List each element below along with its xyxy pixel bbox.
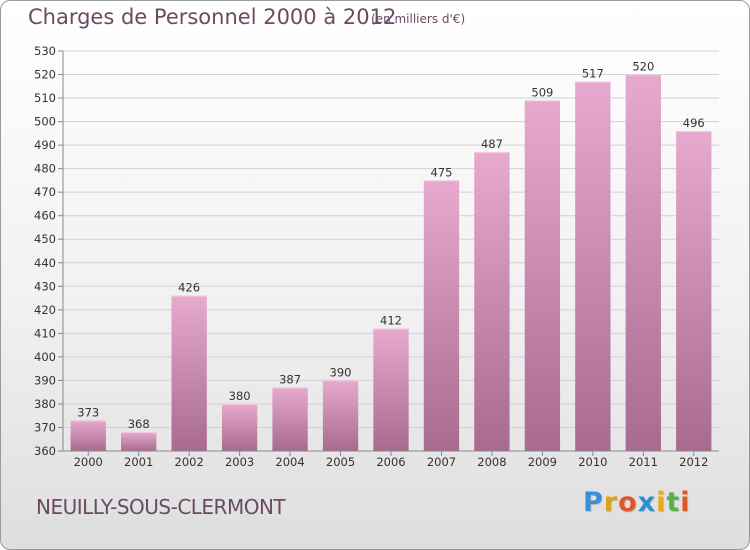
x-axis: 2000 2001 2002 2003 2004 2005 2006 2007 2008 2009…	[63, 450, 719, 469]
x-tick-label: 2010	[578, 455, 607, 469]
value-label: 475	[430, 165, 452, 179]
x-tick-label: 2001	[124, 455, 153, 469]
value-label: 368	[128, 417, 150, 431]
value-label: 517	[582, 67, 604, 81]
y-tick-label: 520	[34, 68, 56, 82]
value-label: 496	[683, 116, 705, 130]
logo-letter: i	[680, 487, 691, 518]
bar	[221, 403, 258, 451]
bar	[625, 74, 661, 451]
x-tick-label: 2003	[225, 455, 254, 469]
y-tick-label: 460	[34, 209, 56, 223]
logo-letter: o	[618, 487, 638, 518]
value-label: 412	[380, 314, 402, 328]
x-tick-label: 2000	[74, 455, 103, 469]
bar	[575, 81, 611, 452]
x-tick-label: 2012	[679, 455, 708, 469]
y-tick-label: 470	[34, 185, 56, 199]
y-tick-label: 400	[34, 350, 56, 364]
y-tick-label: 440	[34, 256, 56, 270]
x-tick-label: 2009	[528, 455, 557, 469]
bar	[121, 432, 157, 451]
y-tick-label: 360	[34, 444, 56, 458]
x-tick-label: 2007	[427, 455, 456, 469]
x-tick-label: 2004	[275, 455, 304, 469]
y-tick-label: 390	[34, 373, 56, 387]
logo-letter: t	[666, 487, 681, 518]
bar	[423, 180, 460, 452]
bars: 373 368 426 380 387 390 412 475 487 509 517 520 496	[70, 60, 712, 452]
value-label: 487	[481, 137, 503, 151]
bar	[322, 380, 359, 451]
bar	[524, 100, 561, 451]
value-label: 373	[77, 405, 99, 419]
x-tick-label: 2006	[376, 455, 405, 469]
town-name: NEUILLY-SOUS-CLERMONT	[36, 495, 286, 519]
x-tick-label: 2008	[477, 455, 506, 469]
y-tick-label: 410	[34, 326, 56, 340]
y-tick-label: 490	[34, 138, 56, 152]
y-tick-label: 420	[34, 303, 56, 317]
value-label: 387	[279, 372, 301, 386]
value-label: 520	[632, 60, 654, 74]
proxiti-logo[interactable]: Proxiti	[583, 487, 691, 518]
logo-letter: i	[656, 487, 667, 518]
value-label: 509	[531, 85, 553, 99]
bar	[171, 295, 207, 451]
x-tick-label: 2002	[175, 455, 204, 469]
bar	[70, 420, 106, 451]
bar	[676, 131, 712, 451]
y-tick-label: 430	[34, 279, 56, 293]
logo-letter: r	[603, 487, 619, 518]
logo-letter: x	[637, 487, 657, 518]
y-tick-label: 370	[34, 420, 56, 434]
y-tick-label: 500	[34, 115, 56, 129]
chart-title: Charges de Personnel 2000 à 2012	[28, 5, 397, 29]
x-tick-label: 2005	[326, 455, 355, 469]
y-tick-label: 530	[34, 44, 56, 58]
value-label: 390	[330, 365, 352, 379]
bar	[373, 328, 409, 451]
bar	[474, 152, 510, 452]
y-tick-label: 380	[34, 397, 56, 411]
chart-subtitle: (en milliers d'€)	[371, 12, 466, 26]
bar	[272, 387, 308, 451]
y-axis: 360 370 380 390 400 410 420 430 440 450 460 470 480 4…	[34, 44, 64, 458]
value-label: 426	[178, 281, 200, 295]
value-label: 380	[229, 389, 251, 403]
y-tick-label: 450	[34, 232, 56, 246]
y-tick-label: 510	[34, 91, 56, 105]
logo-letter: P	[583, 487, 604, 518]
x-tick-label: 2011	[629, 455, 658, 469]
y-tick-label: 480	[34, 162, 56, 176]
